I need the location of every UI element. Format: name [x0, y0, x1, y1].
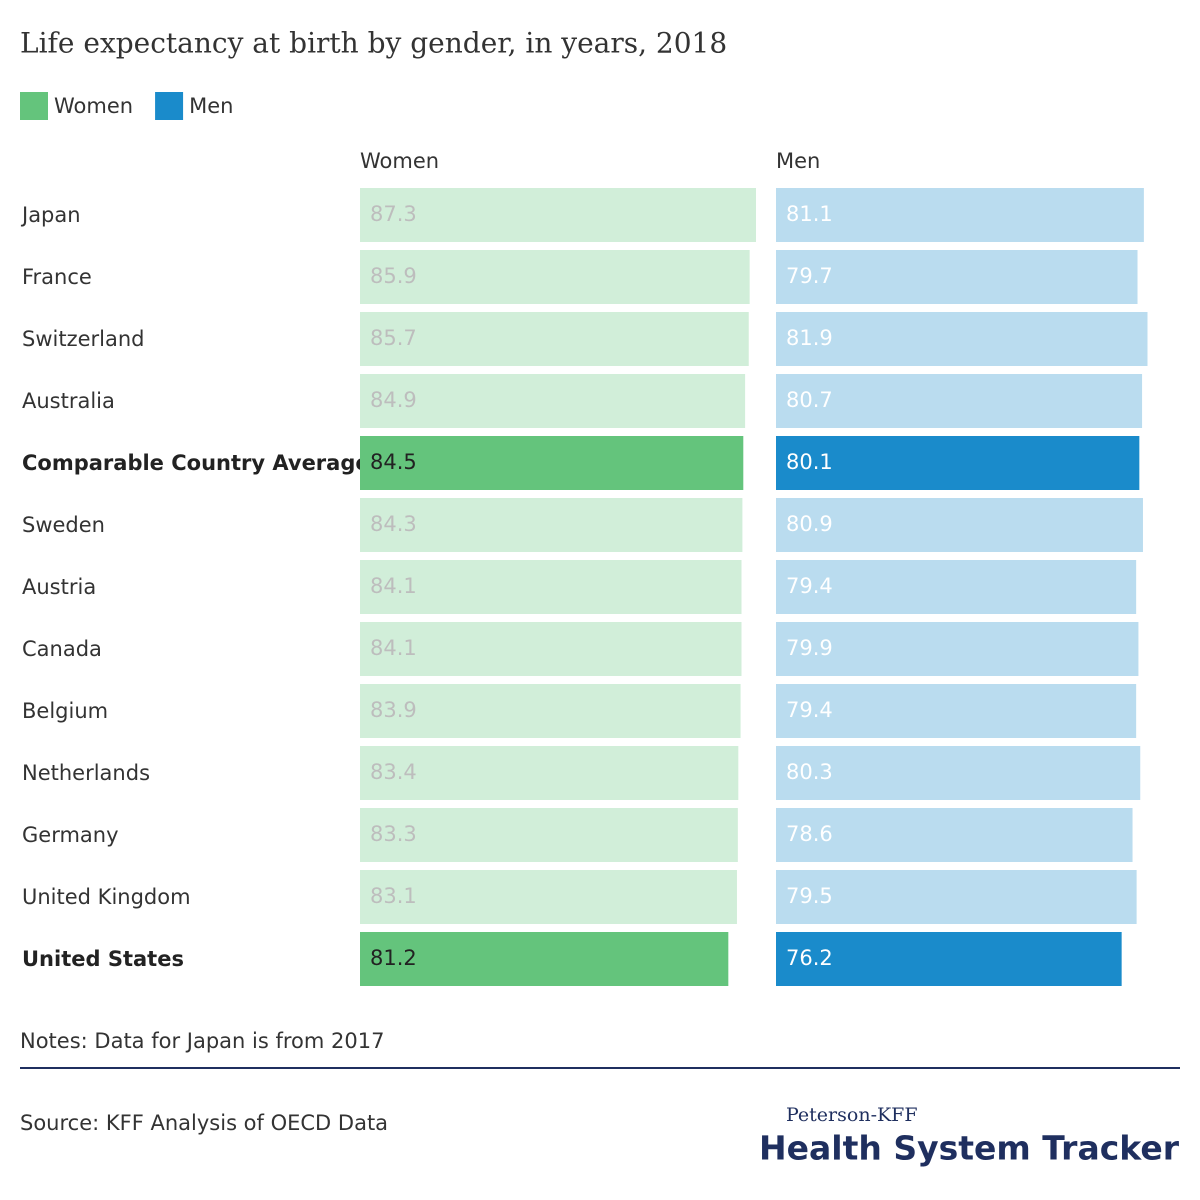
bar [360, 560, 742, 614]
value-label: 79.4 [786, 698, 833, 722]
bar [360, 622, 742, 676]
value-label: 84.1 [370, 636, 417, 660]
value-label: 83.9 [370, 698, 417, 722]
category-label: Australia [22, 389, 115, 413]
category-label: Germany [22, 823, 119, 847]
value-label: 79.7 [786, 264, 833, 288]
value-label: 81.9 [786, 326, 833, 350]
bar [776, 870, 1137, 924]
bar [360, 188, 756, 242]
value-label: 79.5 [786, 884, 833, 908]
value-label: 80.3 [786, 760, 833, 784]
category-label: Austria [22, 575, 96, 599]
bar [360, 870, 737, 924]
category-label: Netherlands [22, 761, 150, 785]
category-label: Canada [22, 637, 102, 661]
value-label: 80.9 [786, 512, 833, 536]
bar [776, 436, 1140, 490]
value-label: 84.1 [370, 574, 417, 598]
value-label: 84.5 [370, 450, 417, 474]
value-label: 85.7 [370, 326, 417, 350]
value-label: 81.2 [370, 946, 417, 970]
bar [776, 622, 1139, 676]
category-label: Sweden [22, 513, 105, 537]
value-label: 83.1 [370, 884, 417, 908]
column-header: Women [360, 149, 439, 173]
value-label: 79.9 [786, 636, 833, 660]
brand-line2: Health System Tracker [759, 1129, 1180, 1168]
source: Source: KFF Analysis of OECD Data [20, 1111, 388, 1135]
bar [360, 746, 739, 800]
category-label: United Kingdom [22, 885, 191, 909]
legend-swatch [20, 92, 48, 120]
value-label: 84.9 [370, 388, 417, 412]
bar [776, 498, 1143, 552]
legend-label: Men [189, 94, 233, 118]
bar [776, 684, 1137, 738]
column-header: Men [776, 149, 820, 173]
legend-swatch [155, 92, 184, 120]
chart-title: Life expectancy at birth by gender, in y… [20, 27, 727, 60]
bar [776, 250, 1138, 304]
category-label: United States [22, 947, 184, 971]
bar [360, 312, 749, 366]
value-label: 83.4 [370, 760, 417, 784]
category-label: Comparable Country Average [22, 451, 370, 475]
bar [776, 746, 1141, 800]
bar [360, 498, 743, 552]
category-label: Switzerland [22, 327, 145, 351]
bar [360, 932, 729, 986]
bar [360, 436, 744, 490]
value-label: 78.6 [786, 822, 833, 846]
bar [360, 808, 738, 862]
value-label: 76.2 [786, 946, 833, 970]
bar [360, 374, 746, 428]
bar [360, 684, 741, 738]
bar [360, 250, 750, 304]
bar [776, 932, 1122, 986]
bar [776, 808, 1133, 862]
category-label: Japan [20, 203, 81, 227]
value-label: 83.3 [370, 822, 417, 846]
value-label: 79.4 [786, 574, 833, 598]
value-label: 87.3 [370, 202, 417, 226]
notes: Notes: Data for Japan is from 2017 [20, 1029, 384, 1053]
value-label: 85.9 [370, 264, 417, 288]
value-label: 80.7 [786, 388, 833, 412]
bar [776, 188, 1144, 242]
bar [776, 560, 1137, 614]
value-label: 81.1 [786, 202, 833, 226]
brand-line1: Peterson-KFF [786, 1104, 918, 1126]
value-label: 80.1 [786, 450, 833, 474]
category-label: France [22, 265, 92, 289]
bar [776, 374, 1143, 428]
value-label: 84.3 [370, 512, 417, 536]
category-label: Belgium [22, 699, 108, 723]
legend-label: Women [54, 94, 133, 118]
bar [776, 312, 1148, 366]
